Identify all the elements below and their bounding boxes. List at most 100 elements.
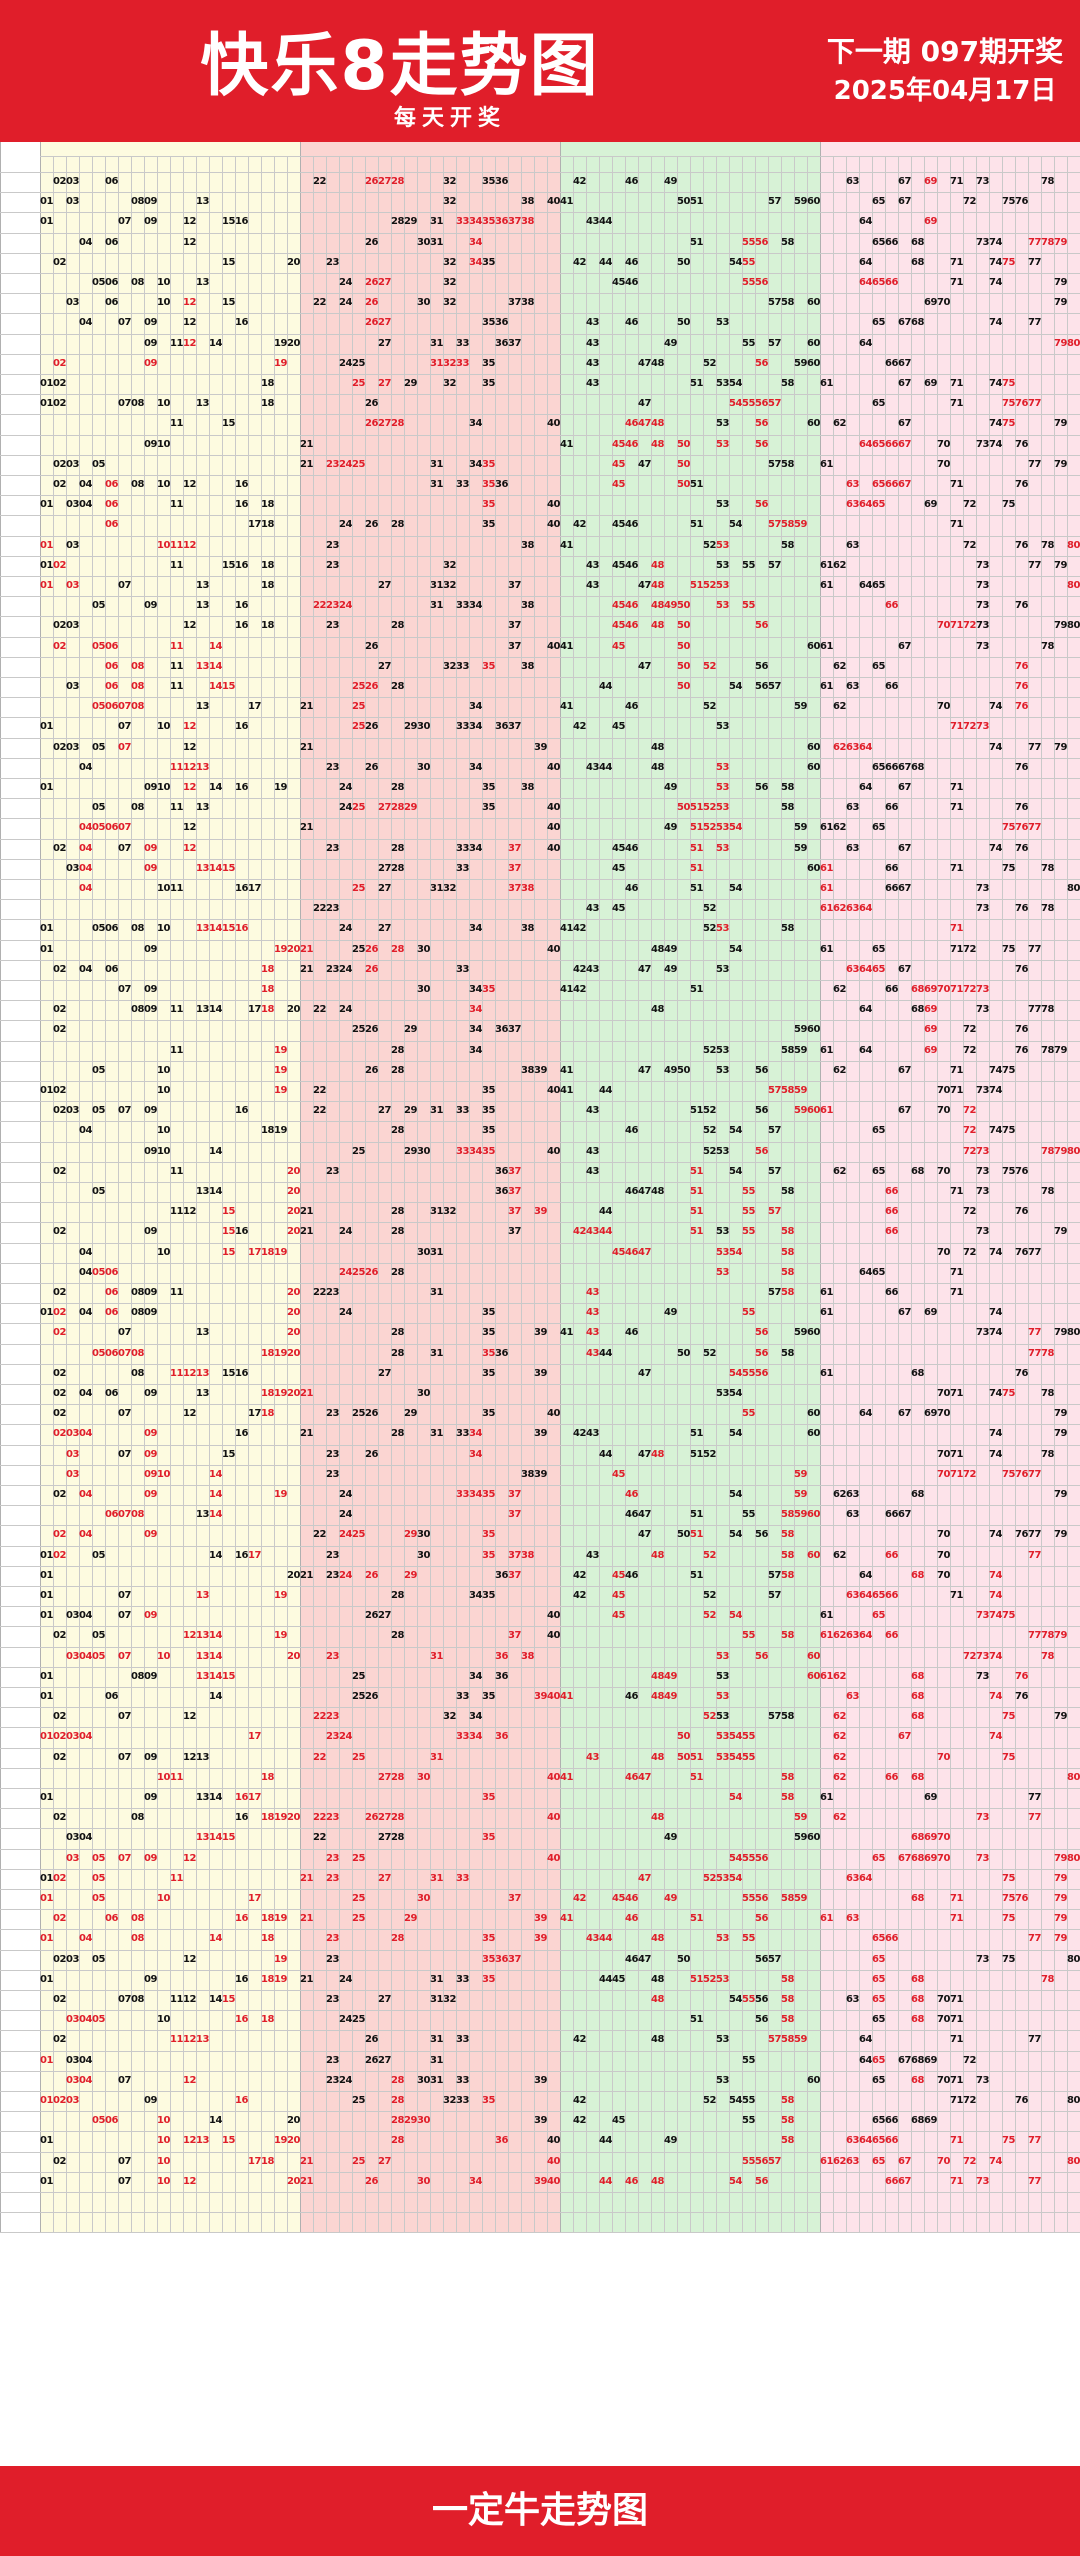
number-cell: 80 (1067, 1771, 1080, 1783)
number-cell: 73 (976, 2175, 989, 2187)
grid-vline (768, 156, 769, 2233)
number-cell: 52 (703, 1105, 716, 1117)
number-cell: 40 (547, 822, 560, 834)
number-cell: 65 (872, 499, 885, 511)
number-cell: 40 (547, 2155, 560, 2167)
number-cell: 26 (365, 1610, 378, 1622)
number-cell: 70 (937, 984, 950, 995)
number-cell: 72 (963, 943, 976, 955)
number-cell: 55 (742, 1509, 755, 1521)
number-cell: 53 (716, 418, 729, 430)
number-cell: 59 (794, 701, 807, 713)
number-cell: 71 (950, 2175, 963, 2187)
number-cell: 73 (976, 1085, 989, 1096)
number-cell: 14 (209, 660, 222, 672)
number-cell: 54 (729, 1165, 742, 1177)
number-cell: 29 (404, 1529, 417, 1541)
number-cell: 33 (456, 600, 469, 612)
number-cell: 23 (326, 1872, 339, 1884)
number-cell: 55 (742, 1367, 755, 1379)
number-cell: 04 (79, 2054, 92, 2066)
number-cell: 62 (833, 1771, 846, 1783)
number-cell: 11 (170, 1872, 183, 1884)
number-cell: 38 (521, 1650, 534, 1662)
number-cell: 64 (859, 1266, 872, 1278)
number-cell: 43 (586, 1105, 599, 1117)
number-cell: 48 (651, 1670, 664, 1682)
number-cell: 51 (690, 1509, 703, 1521)
number-cell: 20 (287, 256, 300, 268)
number-cell: 41 (560, 196, 573, 208)
number-cell: 04 (79, 1266, 92, 1278)
number-cell: 18 (261, 1913, 274, 1925)
number-cell: 10 (157, 479, 170, 490)
number-cell: 78 (1041, 1145, 1054, 1157)
number-cell: 26 (365, 2034, 378, 2046)
number-cell: 60 (807, 640, 820, 652)
number-cell: 67 (898, 782, 911, 793)
number-cell: 45 (612, 903, 625, 915)
number-cell: 09 (144, 1388, 157, 1399)
number-cell: 50 (677, 256, 690, 268)
number-cell: 44 (599, 1206, 612, 1218)
number-cell: 33 (456, 2074, 469, 2086)
number-cell: 30 (417, 2115, 430, 2127)
number-cell: 02 (53, 2095, 66, 2106)
grid-hline (0, 1929, 1080, 1931)
number-cell: 19 (274, 1064, 287, 1076)
grid-hline (0, 677, 1080, 678)
number-cell: 25 (352, 2095, 365, 2106)
number-cell: 06 (105, 923, 118, 935)
number-cell: 31 (430, 1105, 443, 1117)
grid-hline (0, 192, 1080, 194)
number-cell: 24 (339, 923, 352, 935)
number-cell: 03 (66, 2095, 79, 2106)
number-cell: 34 (469, 1731, 482, 1743)
number-cell: 39 (534, 2074, 547, 2086)
number-cell: 05 (92, 1650, 105, 1662)
number-cell: 23 (326, 761, 339, 773)
number-cell: 16 (235, 1549, 248, 1561)
number-cell: 27 (378, 2155, 391, 2167)
number-cell: 53 (716, 963, 729, 975)
number-cell: 56 (755, 418, 768, 430)
number-cell: 35 (482, 1489, 495, 1500)
number-cell: 23 (326, 1812, 339, 1824)
grid-vline (924, 156, 925, 2233)
number-cell: 35 (482, 1953, 495, 1965)
number-cell: 26 (365, 236, 378, 248)
number-cell: 28 (391, 943, 404, 955)
number-cell: 04 (79, 1731, 92, 1743)
grid-hline (0, 374, 1080, 375)
number-cell: 25 (352, 1691, 365, 1702)
number-cell: 47 (638, 1186, 651, 1197)
number-cell: 14 (209, 782, 222, 793)
number-cell: 64 (859, 741, 872, 753)
number-cell: 13 (196, 660, 209, 672)
number-cell: 58 (781, 1246, 794, 1258)
number-cell: 63 (846, 1489, 859, 1500)
number-cell: 43 (586, 317, 599, 329)
number-cell: 52 (703, 1448, 716, 1460)
grid-hline (0, 1788, 1080, 1789)
number-cell: 75 (1002, 499, 1015, 511)
number-cell: 41 (560, 1327, 573, 1339)
number-cell: 29 (404, 378, 417, 389)
number-cell: 70 (937, 1852, 950, 1864)
number-cell: 08 (131, 1933, 144, 1945)
number-cell: 53 (716, 2074, 729, 2086)
number-cell: 46 (625, 559, 638, 571)
number-cell: 67 (898, 196, 911, 208)
number-cell: 37 (508, 1509, 521, 1521)
number-cell: 12 (183, 1206, 196, 1218)
number-cell: 25 (352, 378, 365, 389)
number-cell: 60 (807, 337, 820, 349)
number-cell: 02 (53, 1630, 66, 1642)
number-cell: 58 (781, 1549, 794, 1561)
number-cell: 68 (911, 1489, 924, 1500)
grid-hline (0, 919, 1080, 921)
number-cell: 45 (612, 559, 625, 571)
number-cell: 07 (118, 1105, 131, 1117)
number-cell: 21 (300, 1206, 313, 1218)
number-cell: 16 (235, 1367, 248, 1379)
